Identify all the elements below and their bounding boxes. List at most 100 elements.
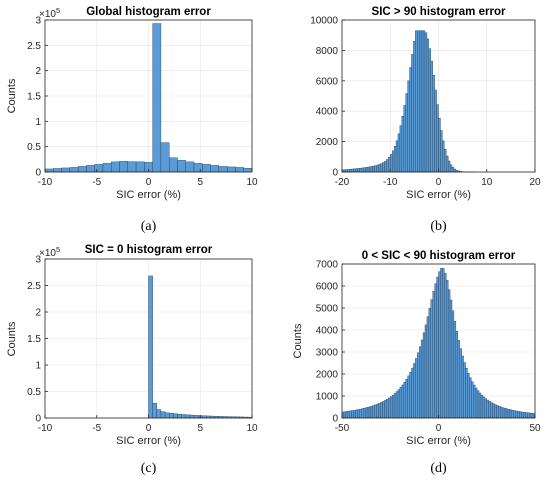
histogram-bar (349, 169, 352, 173)
histogram-bar (478, 392, 482, 419)
histogram-bar (399, 387, 403, 419)
histogram-bar (368, 406, 372, 419)
y-tick-label: 2.5 (27, 41, 41, 52)
histogram-bar (372, 165, 376, 173)
histogram-bar (53, 168, 62, 173)
histogram-bar (424, 32, 428, 173)
histogram-bar (378, 164, 381, 173)
y-tick-label: 4000 (316, 326, 339, 337)
histogram-bar (519, 411, 522, 419)
histogram-bar (492, 403, 495, 419)
histogram-bar (388, 397, 391, 419)
histogram-bar (424, 324, 428, 419)
histogram-bar (384, 400, 387, 419)
y-tick-label: 1 (35, 361, 41, 372)
histogram-bar (363, 408, 366, 419)
histogram-bar (428, 48, 431, 173)
histogram-bar (451, 310, 455, 419)
y-tick-label: 1.5 (27, 92, 41, 103)
histogram-bar (349, 410, 352, 419)
histogram-bar (438, 118, 441, 173)
histogram-bar (529, 412, 532, 419)
histogram-bar (77, 166, 87, 173)
panel-caption: (a) (141, 219, 157, 234)
x-tick-label: 10 (481, 177, 493, 188)
histogram-bar (353, 168, 356, 173)
histogram-bar (513, 410, 516, 419)
histogram-bar (417, 30, 420, 173)
histogram-bar (511, 410, 514, 419)
y-tick-label: 2 (35, 66, 41, 77)
histogram-bar (449, 164, 453, 173)
histogram-bar (380, 163, 383, 173)
histogram-bar (347, 410, 350, 419)
histogram-bar (498, 406, 501, 419)
panel-caption: (b) (430, 219, 447, 234)
histogram-bar (422, 332, 426, 419)
histogram-bar (359, 408, 362, 419)
histogram-bar (69, 167, 79, 173)
histogram-bar (465, 368, 468, 419)
x-tick-label: 10 (246, 177, 258, 188)
histogram-bar (415, 30, 418, 173)
histogram-bar (440, 268, 443, 419)
histogram-bar (351, 168, 354, 173)
histogram-bar (127, 161, 137, 173)
histogram-bar (420, 339, 424, 419)
histogram-bar (185, 161, 195, 173)
histogram-bar (469, 377, 472, 419)
histogram-bar (185, 414, 191, 419)
x-tick-label: 5 (197, 423, 203, 434)
histogram-bar (436, 276, 439, 419)
histogram-bar (152, 402, 157, 419)
x-axis-label: SIC error (%) (406, 189, 471, 201)
histogram-bar (374, 404, 377, 419)
histogram-bar (432, 291, 435, 419)
histogram-bar (390, 396, 393, 419)
histogram-bar (413, 41, 416, 173)
histogram-bar (102, 163, 112, 173)
y-exponent-label: ×105 (39, 6, 60, 20)
histogram-bar (160, 142, 170, 173)
histogram-bar (457, 340, 460, 419)
histogram-bar (434, 89, 437, 173)
histogram-bar (446, 155, 449, 173)
histogram-bar (446, 280, 449, 419)
y-axis-label: Counts (6, 78, 18, 113)
histogram-bar (471, 381, 474, 419)
histogram-bar (378, 403, 381, 419)
histogram-bar (168, 413, 174, 419)
x-tick-label: -10 (38, 423, 53, 434)
histogram-bar (386, 398, 389, 419)
histogram-bar (399, 125, 403, 173)
histogram-bar (181, 414, 186, 419)
histogram-bar (61, 167, 71, 173)
y-tick-label: 2000 (316, 137, 339, 148)
x-axis-label: SIC error (%) (116, 189, 181, 201)
histogram-bar (496, 405, 499, 419)
histogram-bar (442, 268, 445, 419)
y-tick-label: 3 (35, 16, 41, 27)
chart-panel-b: -20 -10 0 10 20 0 2000 4000 6000 8000 10000 SIC > 9… (310, 6, 541, 234)
histogram-bar (368, 166, 372, 173)
histogram-bar (359, 168, 362, 173)
histogram-bar (152, 23, 162, 173)
x-tick-label: 5 (197, 177, 203, 188)
histogram-bar (345, 411, 348, 419)
histogram-bar (397, 133, 401, 173)
histogram-bar (357, 409, 360, 419)
histogram-bar (160, 411, 166, 419)
histogram-bar (407, 375, 410, 419)
histogram-bar (44, 168, 54, 173)
histogram-bar (447, 160, 451, 173)
x-tick-label: -5 (92, 423, 101, 434)
histogram-bar (380, 402, 383, 419)
chart-panel-c: -10 -5 0 5 10 0 0.5 1 1.5 2 2.5 3×105 SIC = 0 histog… (6, 244, 258, 476)
y-tick-label: 7000 (316, 260, 339, 271)
histogram-bar (430, 299, 433, 419)
histogram-bar (386, 159, 389, 173)
histogram-bar (363, 167, 366, 173)
histogram-bar (210, 165, 220, 173)
histogram-bar (370, 405, 374, 419)
y-tick-label: 1 (35, 117, 41, 128)
